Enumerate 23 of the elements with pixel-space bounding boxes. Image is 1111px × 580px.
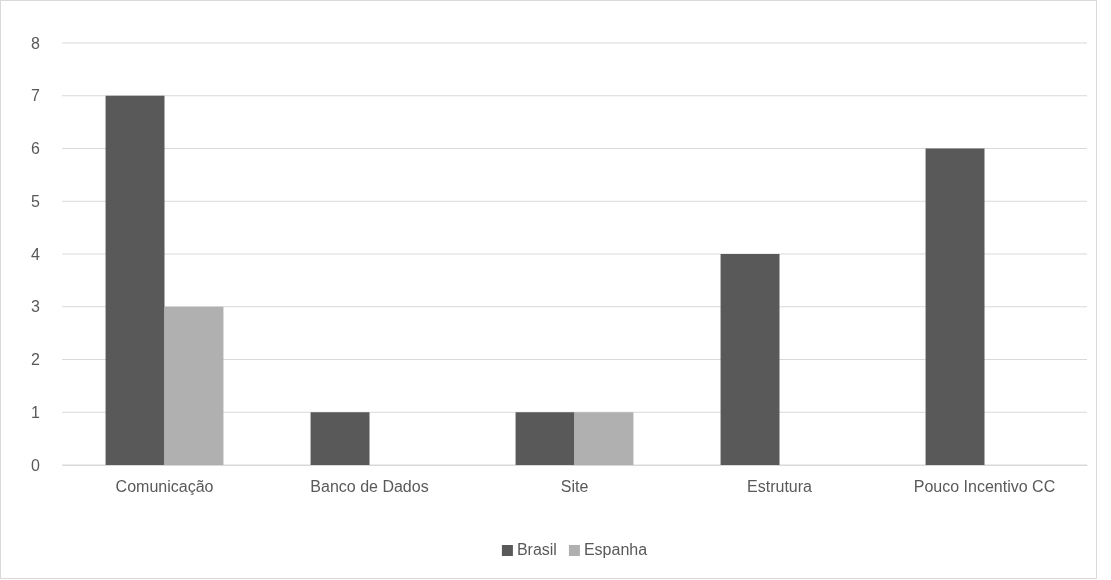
x-tick-label: Estrutura (747, 478, 813, 496)
x-tick-label: Comunicação (115, 478, 214, 496)
x-tick-label: Banco de Dados (310, 478, 429, 496)
bar (720, 254, 780, 465)
y-tick-label: 5 (31, 192, 41, 210)
bar (164, 306, 224, 465)
legend-label: Brasil (516, 541, 557, 558)
bar (105, 95, 165, 465)
y-tick-label: 6 (31, 140, 41, 158)
bar (310, 412, 370, 465)
y-tick-label: 1 (31, 403, 41, 421)
bar (574, 412, 634, 465)
y-tick-label: 4 (31, 245, 41, 263)
bar (515, 412, 575, 465)
y-tick-label: 3 (31, 298, 41, 316)
bar (925, 148, 985, 465)
y-tick-label: 2 (31, 351, 41, 369)
legend-label: Espanha (583, 541, 648, 558)
x-tick-label: Pouco Incentivo CC (913, 478, 1056, 496)
y-tick-label: 0 (31, 456, 41, 474)
x-tick-label: Site (560, 478, 589, 496)
y-tick-label: 7 (31, 87, 41, 105)
y-tick-label: 8 (31, 34, 41, 52)
